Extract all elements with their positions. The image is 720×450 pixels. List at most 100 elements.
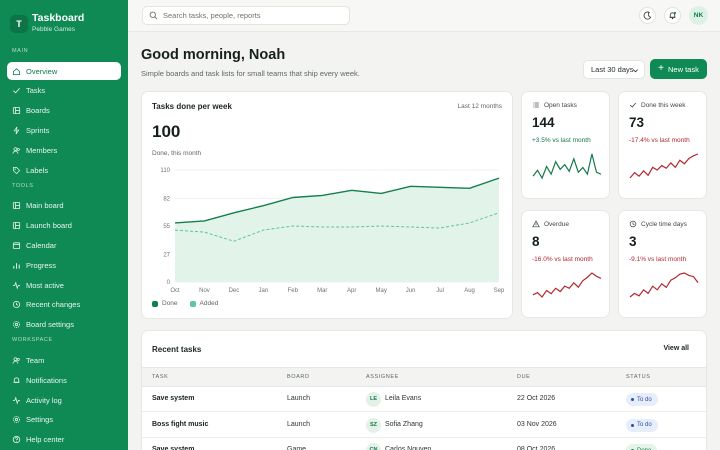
topbar: Search tasks, people, reports NK xyxy=(128,0,720,32)
legend-label-added: Added xyxy=(199,300,219,307)
task-name[interactable]: Save system xyxy=(152,395,195,402)
sidebar-item-settings[interactable]: Settings xyxy=(7,411,121,429)
sidebar-item-tasks[interactable]: Tasks xyxy=(7,82,121,100)
sidebar-item-main-board[interactable]: Main board xyxy=(7,197,121,215)
col-assignee[interactable]: ASSIGNEE xyxy=(366,374,399,380)
status-label: To do xyxy=(637,422,652,428)
home-icon xyxy=(12,67,21,76)
sidebar-item-label: Most active xyxy=(26,280,64,290)
help-icon xyxy=(12,435,21,444)
gear-icon xyxy=(12,415,21,424)
sidebar-item-board-settings[interactable]: Board settings xyxy=(7,316,121,334)
notifications-button[interactable] xyxy=(664,7,681,24)
stat-card-open-tasks[interactable]: Open tasks 144 +3.5% vs last month xyxy=(521,91,610,199)
area-chart: 0 27 55 82 110 Oct Nov Dec Jan Feb Mar Apr May Jun Jul… xyxy=(160,168,505,294)
col-task[interactable]: TASK xyxy=(152,374,169,380)
status-dot xyxy=(631,423,634,427)
stat-card-overdue[interactable]: Overdue 8 -16.0% vs last month xyxy=(521,210,610,318)
table-header: TASK BOARD ASSIGNEE DUE STATUS xyxy=(142,367,706,387)
task-name[interactable]: Save system xyxy=(152,446,195,450)
sidebar-item-members[interactable]: Members xyxy=(7,141,121,159)
recent-tasks-card: Recent tasks View all TASK BOARD ASSIGNE… xyxy=(141,330,707,450)
check-icon xyxy=(629,102,637,108)
task-board: Launch xyxy=(287,395,310,402)
added-point xyxy=(262,229,264,231)
user-avatar[interactable]: NK xyxy=(689,6,708,25)
brand[interactable]: T Taskboard Pebble Games xyxy=(10,12,122,38)
y-tick-label: 55 xyxy=(163,224,170,230)
done-point xyxy=(174,222,176,224)
view-all-link[interactable]: View all xyxy=(663,345,689,352)
col-board[interactable]: BOARD xyxy=(287,374,310,380)
new-task-button[interactable]: + New task xyxy=(650,59,707,79)
added-point xyxy=(174,229,176,231)
chart-legend: Done Added xyxy=(152,300,230,307)
sidebar-item-help-center[interactable]: Help center xyxy=(7,431,121,449)
sidebar-item-team[interactable]: Team xyxy=(7,351,121,369)
task-due: 03 Nov 2026 xyxy=(517,420,557,428)
sidebar-item-label: Board settings xyxy=(26,320,74,330)
x-tick-label: Dec xyxy=(229,288,240,294)
sidebar-item-recent-changes[interactable]: Recent changes xyxy=(7,296,121,314)
table-row[interactable]: Save system Launch LE Leila Evans 22 Oct 202… xyxy=(142,387,706,412)
done-point xyxy=(351,189,353,191)
col-status[interactable]: STATUS xyxy=(626,374,651,380)
y-tick-label: 0 xyxy=(167,280,171,286)
done-point xyxy=(233,212,235,214)
search-input[interactable]: Search tasks, people, reports xyxy=(142,6,350,25)
x-tick-label: Nov xyxy=(199,288,210,294)
table-row[interactable]: Save system Game CN Carlos Nguyen 08 Oct 202… xyxy=(142,438,706,450)
sidebar-item-notifications[interactable]: Notifications xyxy=(7,371,121,389)
sidebar-item-labels[interactable]: Labels xyxy=(7,161,121,179)
assignee-name: Sofia Zhang xyxy=(385,420,423,428)
added-point xyxy=(439,227,441,229)
sidebar-item-calendar[interactable]: Calendar xyxy=(7,236,121,254)
board-icon xyxy=(12,221,21,230)
col-due[interactable]: DUE xyxy=(517,374,531,380)
sidebar-item-most-active[interactable]: Most active xyxy=(7,276,121,294)
sidebar-item-overview[interactable]: Overview xyxy=(7,62,121,80)
x-tick-label: Jun xyxy=(406,288,416,294)
stat-card-cycle-time-days[interactable]: Cycle time days 3 -9.1% vs last month xyxy=(618,210,707,318)
done-point xyxy=(262,205,264,207)
added-point xyxy=(410,226,412,228)
users-icon xyxy=(12,356,21,365)
gear-icon xyxy=(12,320,21,329)
recent-tasks-title: Recent tasks xyxy=(152,345,202,354)
sidebar-item-boards[interactable]: Boards xyxy=(7,102,121,120)
chart-big-caption: Done, this month xyxy=(152,150,202,157)
sidebar-item-activity-log[interactable]: Activity log xyxy=(7,391,121,409)
status-badge: To do xyxy=(626,393,658,406)
status-dot xyxy=(631,398,634,401)
sidebar-item-label: Help center xyxy=(26,435,65,445)
added-series-line xyxy=(174,212,500,242)
stat-delta: -17.4% vs last month xyxy=(629,137,690,144)
sidebar-item-sprints[interactable]: Sprints xyxy=(7,121,121,139)
sidebar: T Taskboard Pebble Games MAIN Overview Tas… xyxy=(0,0,128,450)
table-row[interactable]: Boss fight music Launch SZ Sofia Zhang 03 No… xyxy=(142,413,706,438)
added-point xyxy=(204,231,206,233)
sidebar-item-label: Sprints xyxy=(26,125,50,135)
bar-chart-icon xyxy=(12,261,21,270)
sidebar-item-launch-board[interactable]: Launch board xyxy=(7,217,121,235)
sparkline-path xyxy=(629,153,699,179)
done-point xyxy=(498,177,500,179)
sidebar-item-progress[interactable]: Progress xyxy=(7,256,121,274)
status-label: To do xyxy=(637,396,652,403)
done-point xyxy=(292,197,294,199)
x-tick-label: Apr xyxy=(347,288,356,294)
stat-value: 73 xyxy=(629,115,645,130)
added-point xyxy=(233,240,235,242)
done-point xyxy=(380,193,382,195)
x-tick-label: Jul xyxy=(436,288,444,294)
stat-header: Cycle time days xyxy=(629,220,687,228)
date-range-select[interactable]: Last 30 days xyxy=(583,60,645,79)
theme-toggle-button[interactable] xyxy=(639,7,656,24)
legend-item-added: Added xyxy=(189,300,219,307)
stat-card-done-this-week[interactable]: Done this week 73 -17.4% vs last month xyxy=(618,91,707,199)
task-name[interactable]: Boss fight music xyxy=(152,420,209,428)
legend-swatch-added xyxy=(189,300,196,307)
sparkline xyxy=(629,272,699,298)
done-point xyxy=(204,220,206,222)
stat-delta: -9.1% vs last month xyxy=(629,256,687,263)
